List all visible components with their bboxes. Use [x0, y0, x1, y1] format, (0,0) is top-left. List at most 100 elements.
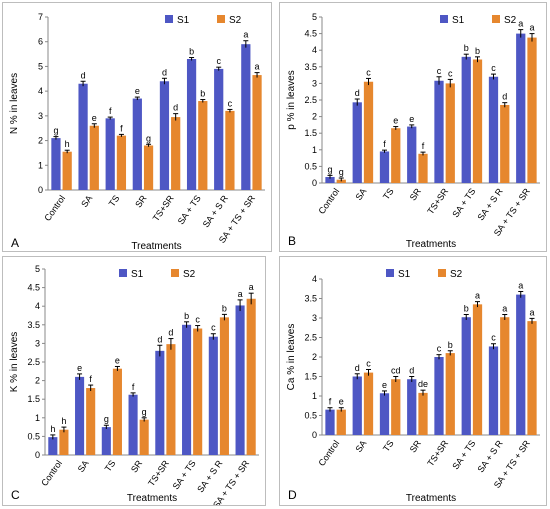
- significance-letter-b: c: [448, 68, 453, 78]
- bar-s1-c: [75, 376, 85, 455]
- bar-s2-c: [166, 344, 176, 455]
- bar-s1-a: [159, 81, 170, 190]
- legend-label-s1-b: S1: [452, 15, 465, 26]
- significance-letter-c: h: [50, 424, 55, 434]
- y-axis-title-c: K % in leaves: [9, 332, 20, 393]
- y-tick-label-d: 2.5: [304, 333, 317, 343]
- significance-letter-c: a: [238, 289, 243, 299]
- significance-letter-b: c: [437, 66, 442, 76]
- significance-letter-a: b: [189, 47, 194, 57]
- bar-s2-a: [116, 135, 127, 190]
- significance-letter-d: c: [437, 344, 442, 354]
- bar-s2-d: [445, 353, 455, 435]
- significance-letter-c: g: [142, 407, 147, 417]
- significance-letter-b: b: [464, 43, 469, 53]
- x-category-label-d: SR: [408, 438, 424, 454]
- bar-s2-d: [527, 321, 537, 435]
- legend-label-s1-d: S1: [398, 269, 411, 280]
- bar-s1-b: [379, 151, 390, 183]
- legend-swatch-s1-b: [440, 15, 448, 23]
- significance-letter-d: e: [382, 380, 387, 390]
- significance-letter-b: a: [529, 23, 534, 33]
- bar-s1-b: [516, 33, 526, 183]
- chart-panel-b: 0 0.5 1 1.5 2 2.5 3 3.5 4 4.5 5 p % in leaves g g Cont…: [279, 2, 547, 252]
- panel-letter-d: D: [288, 488, 297, 502]
- x-category-label-b: TS: [381, 186, 396, 201]
- significance-letter-a: b: [200, 89, 205, 99]
- significance-letter-b: d: [502, 92, 507, 102]
- significance-letter-b: e: [409, 114, 414, 124]
- significance-letter-b: g: [339, 167, 344, 177]
- x-category-label-a: Control: [42, 193, 67, 223]
- bar-s2-b: [363, 81, 374, 183]
- bar-s1-d: [379, 393, 390, 435]
- legend-label-s2-b: S2: [504, 15, 517, 26]
- chart-b-svg: 0 0.5 1 1.5 2 2.5 3 3.5 4 4.5 5 p % in leaves g g Cont…: [286, 12, 540, 250]
- y-axis-title-d: Ca % in leaves: [286, 324, 297, 391]
- significance-letter-d: e: [339, 397, 344, 407]
- panel-letter-b: B: [288, 234, 296, 248]
- bar-s1-a: [241, 44, 251, 190]
- y-tick-label-c: 1.5: [27, 394, 40, 404]
- y-tick-label-b: 4: [312, 45, 317, 55]
- bar-s2-b: [500, 104, 510, 183]
- y-tick-label-a: 6: [38, 37, 43, 47]
- x-category-label-c: TS+SR: [146, 458, 171, 488]
- bar-s2-c: [246, 298, 256, 455]
- significance-letter-d: a: [518, 280, 523, 290]
- bar-s1-c: [208, 336, 218, 455]
- bar-s1-a: [78, 83, 88, 190]
- legend-swatch-s1-a: [165, 15, 173, 23]
- x-category-label-a: SA + TS: [176, 193, 203, 226]
- legend-swatch-s2-c: [171, 269, 179, 277]
- y-tick-label-d: 3: [312, 313, 317, 323]
- x-category-label-c: SA + S R: [195, 458, 225, 494]
- significance-letter-d: d: [355, 363, 360, 373]
- bar-s1-d: [516, 294, 526, 435]
- bar-s2-a: [143, 145, 154, 190]
- x-category-label-c: Control: [39, 458, 64, 488]
- significance-letter-d: b: [448, 340, 453, 350]
- y-tick-label-d: 4: [312, 274, 317, 284]
- y-tick-label-c: 4.5: [27, 283, 40, 293]
- bar-s2-a: [62, 151, 72, 190]
- bar-s1-a: [132, 98, 142, 190]
- x-category-label-a: SA + S R: [201, 193, 231, 229]
- bar-s1-b: [325, 177, 335, 183]
- bar-s2-b: [445, 83, 455, 183]
- y-axis-title-b: p % in leaves: [286, 70, 297, 129]
- significance-letter-c: f: [89, 374, 92, 384]
- bar-s2-c: [219, 317, 229, 455]
- y-tick-label-d: 2: [312, 352, 317, 362]
- significance-letter-d: a: [502, 303, 507, 313]
- bar-s1-d: [325, 409, 335, 435]
- y-tick-label-c: 0: [35, 450, 40, 460]
- bar-s1-d: [352, 376, 362, 435]
- bar-s1-a: [105, 118, 115, 190]
- bar-s1-a: [186, 59, 197, 191]
- significance-letter-b: f: [383, 139, 386, 149]
- y-tick-label-d: 0.5: [304, 411, 317, 421]
- x-category-label-c: TS: [103, 458, 118, 473]
- y-tick-label-b: 0: [312, 178, 317, 188]
- x-category-label-b: SR: [408, 186, 424, 202]
- bar-s2-c: [139, 419, 149, 455]
- bar-s1-a: [214, 68, 224, 190]
- significance-letter-d: a: [529, 307, 534, 317]
- x-category-label-d: Control: [316, 438, 341, 468]
- bar-s2-a: [171, 117, 181, 190]
- bar-s2-c: [59, 429, 69, 455]
- bar-s2-a: [89, 125, 99, 190]
- y-tick-label-a: 2: [38, 136, 43, 146]
- significance-letter-c: c: [211, 323, 216, 333]
- significance-letter-d: b: [464, 303, 469, 313]
- legend-label-s1-c: S1: [131, 269, 144, 280]
- bar-s2-b: [418, 153, 428, 183]
- significance-letter-b: d: [355, 88, 360, 98]
- y-tick-label-a: 0: [38, 185, 43, 195]
- significance-letter-c: d: [168, 328, 173, 338]
- x-category-label-b: TS+SR: [425, 186, 450, 216]
- y-tick-label-b: 0.5: [304, 161, 317, 171]
- y-tick-label-d: 1.5: [304, 372, 317, 382]
- y-tick-label-c: 1: [35, 413, 40, 423]
